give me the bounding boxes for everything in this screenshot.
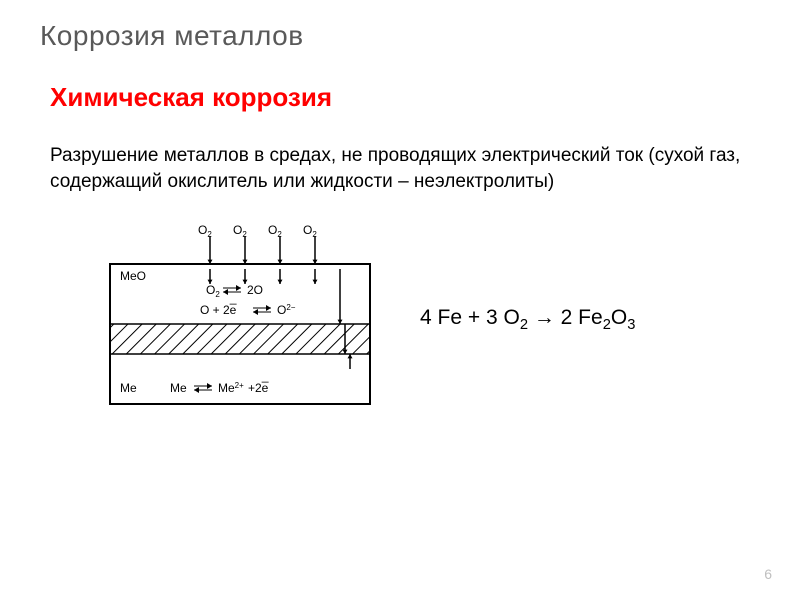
content-row: O2O2O2O2MeOMeO22OO + 2e̅O2−MeMe2++2e̅ 4 …: [100, 224, 760, 414]
svg-text:MeO: MeO: [120, 269, 146, 283]
page-number: 6: [764, 566, 772, 582]
svg-text:+2e̅: +2e̅: [248, 381, 269, 395]
svg-text:Me: Me: [170, 381, 187, 395]
body-text: Разрушение металлов в средах, не проводя…: [50, 143, 760, 194]
svg-text:2O: 2O: [247, 283, 263, 297]
svg-text:Me2+: Me2+: [218, 381, 244, 395]
svg-text:O2−: O2−: [277, 303, 296, 317]
corrosion-diagram: O2O2O2O2MeOMeO22OO + 2e̅O2−MeMe2++2e̅: [100, 224, 380, 414]
subtitle: Химическая коррозия: [50, 82, 760, 113]
svg-text:O2: O2: [206, 283, 220, 299]
page-title: Коррозия металлов: [40, 20, 760, 52]
chemical-equation: 4 Fe + 3 O2 → 2 Fe2O3: [420, 306, 635, 333]
slide: Коррозия металлов Химическая коррозия Ра…: [0, 0, 800, 600]
svg-text:O + 2e̅: O + 2e̅: [200, 303, 237, 317]
svg-text:Me: Me: [120, 381, 137, 395]
